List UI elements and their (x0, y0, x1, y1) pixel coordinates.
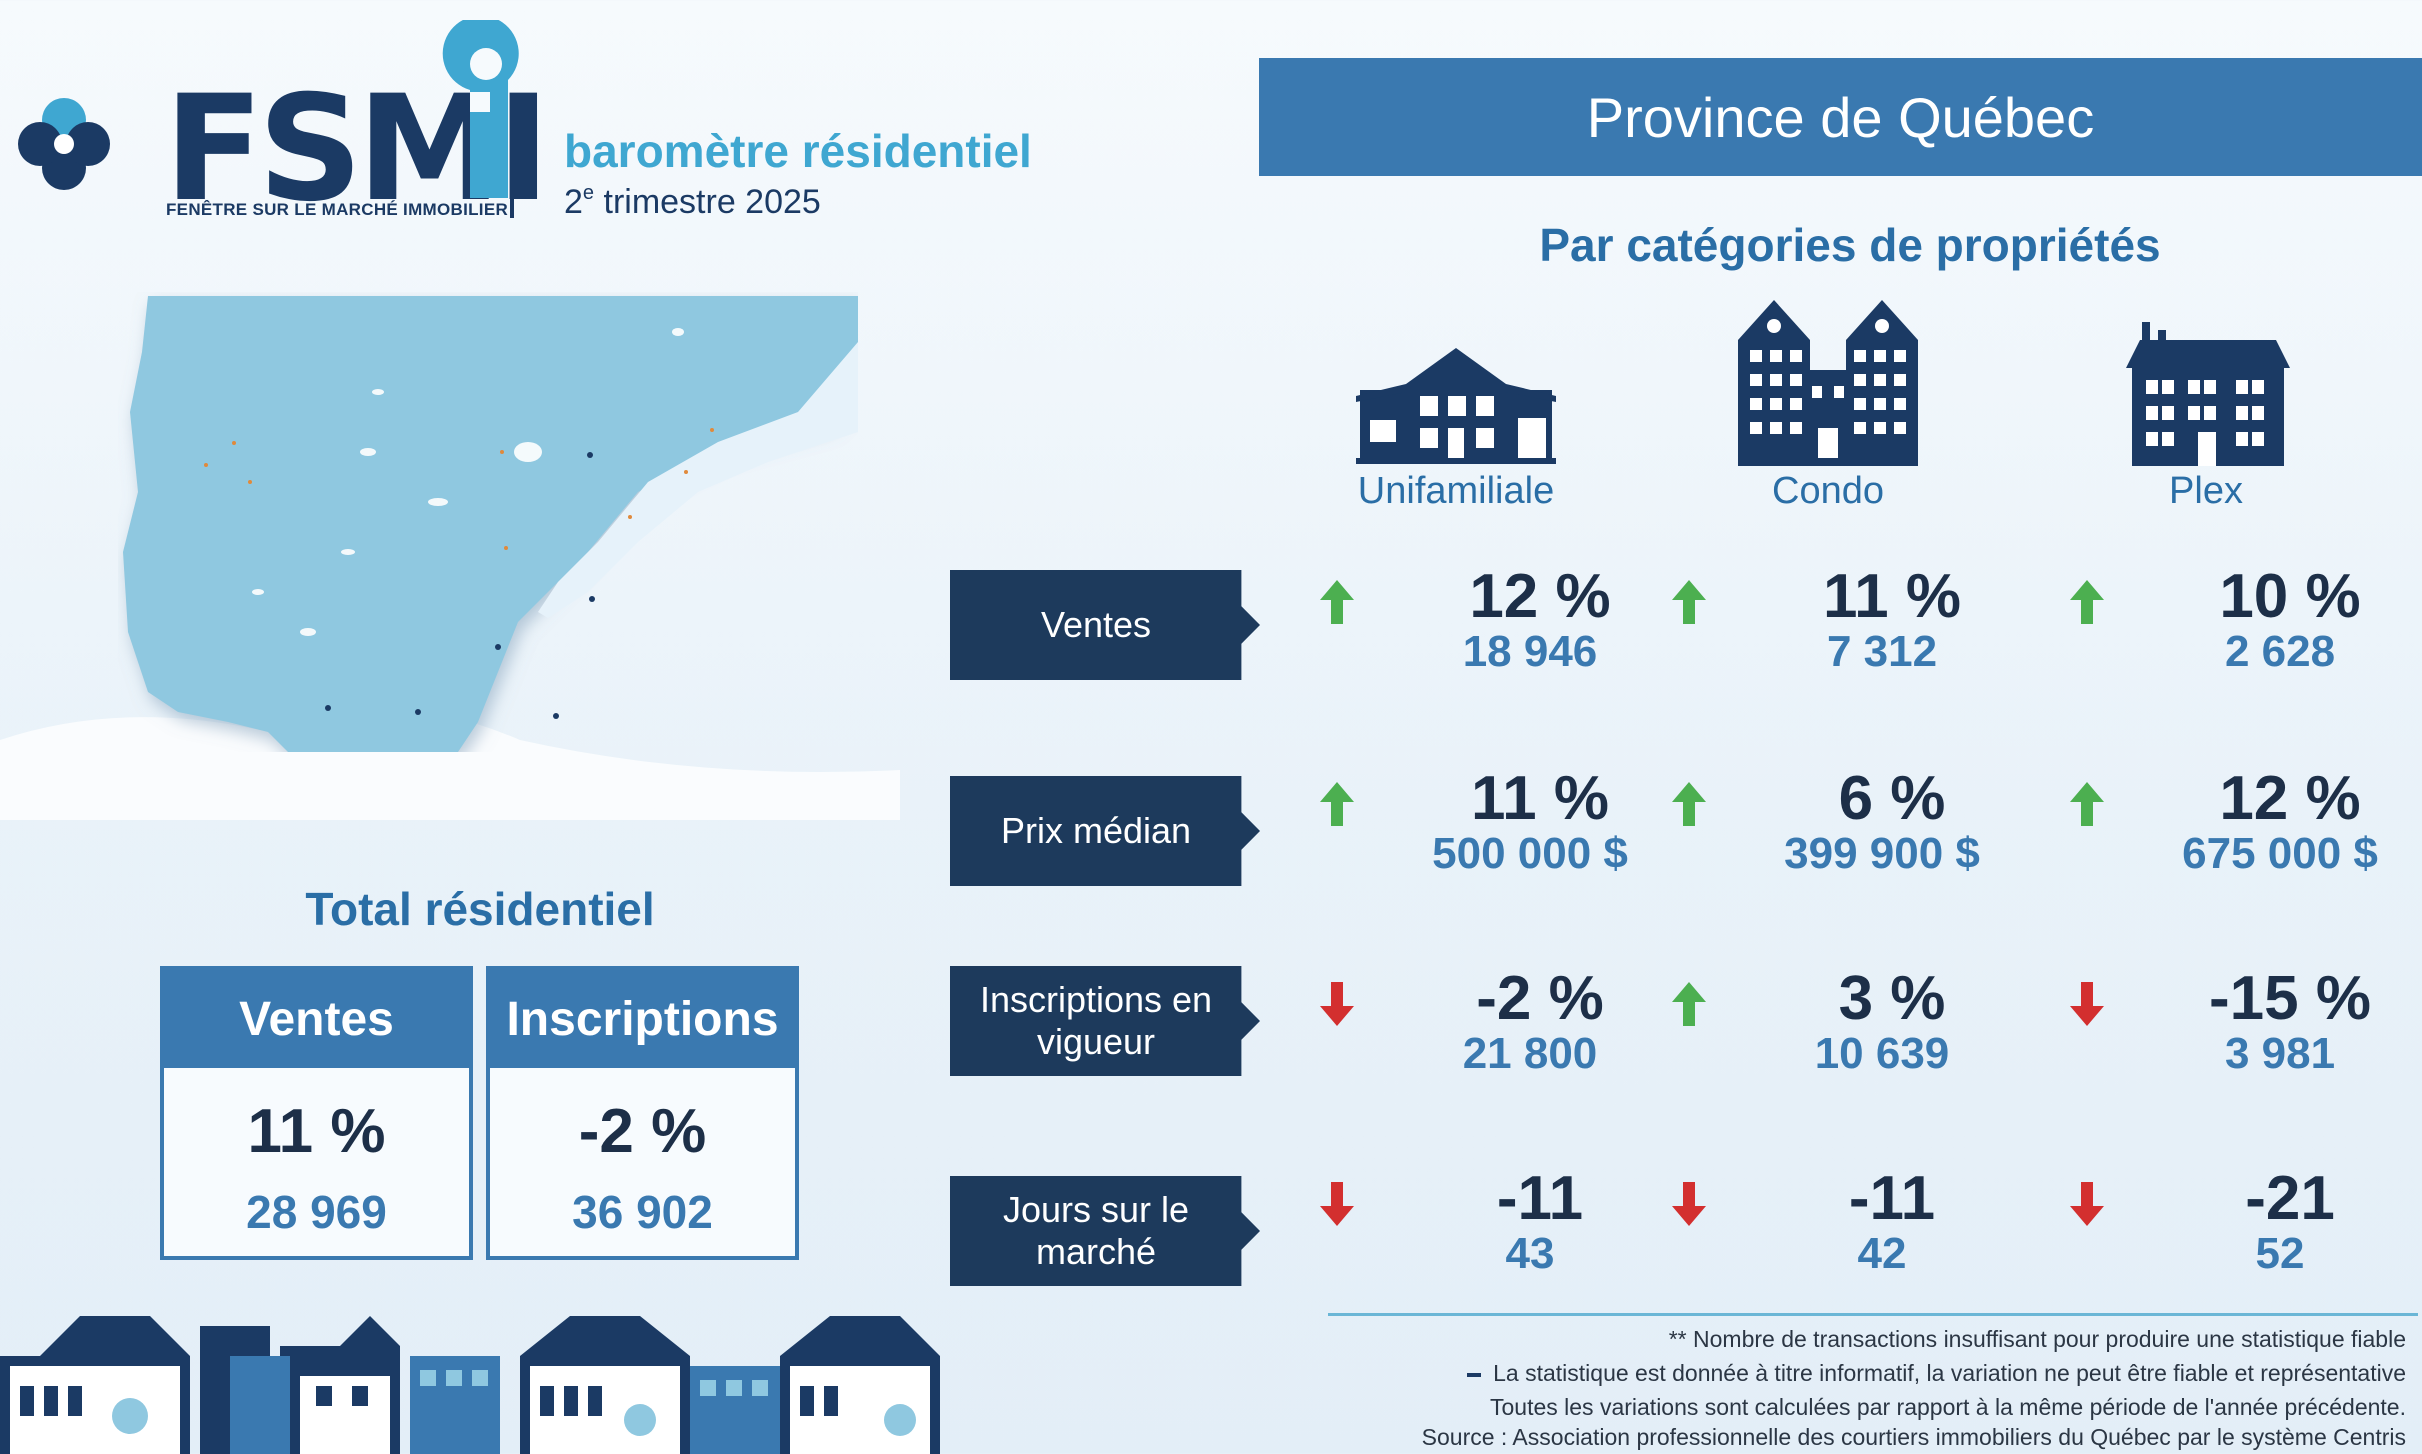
arrow-up-icon (1320, 580, 1354, 624)
fsmi-symbol-icon (18, 98, 110, 190)
category-label-plex: Plex (2169, 470, 2243, 512)
header-divider (510, 132, 514, 218)
metric-cell: 3 % 10 639 (1672, 968, 2052, 1088)
metric-value: 399 900 $ (1784, 829, 1980, 878)
arrow-down-icon (1672, 1182, 1706, 1226)
notes-divider (1328, 1313, 2418, 1316)
background-hill (0, 707, 900, 820)
arrow-up-icon (1672, 782, 1706, 826)
plex-building-icon (2126, 322, 2290, 466)
arrow-down-icon (1320, 1182, 1354, 1226)
total-sales-card: Ventes 11 % 28 969 (160, 966, 473, 1260)
metric-value: 21 800 (1462, 1029, 1598, 1078)
metric-value: 52 (2255, 1229, 2305, 1278)
quebec-map (123, 296, 858, 752)
metric-value: 7 312 (1826, 627, 1938, 676)
metric-change: -11 (1848, 1164, 1936, 1233)
total-sales-pct: 11 % (247, 1097, 386, 1166)
barometer-title: baromètre résidentiel (564, 125, 1032, 177)
metric-change: 6 % (1838, 764, 1946, 833)
row-label-jours: Jours sur le marché (950, 1176, 1260, 1286)
metric-change: 11 % (1471, 764, 1609, 833)
total-heading: Total résidentiel (305, 883, 655, 935)
metric-cell: 11 % 7 312 (1672, 566, 2052, 686)
metric-cell: -11 43 (1320, 1168, 1700, 1288)
metric-change: -11 (1496, 1164, 1584, 1233)
metric-change: -2 % (1476, 964, 1604, 1033)
location-pin-icon (442, 20, 519, 198)
note-insufficient: ** Nombre de transactions insuffisant po… (1668, 1326, 2406, 1352)
metric-change: 12 % (2219, 764, 2361, 833)
metric-cell: 12 % 18 946 (1320, 566, 1700, 686)
arrow-down-icon (2070, 982, 2104, 1026)
metric-change: -21 (2245, 1164, 2335, 1233)
metric-cell: -21 52 (2070, 1168, 2422, 1288)
arrow-up-icon (1672, 580, 1706, 624)
arrow-up-icon (2070, 782, 2104, 826)
quarter-label: 2e trimestre 2025 (564, 182, 821, 221)
metric-value: 10 639 (1814, 1029, 1950, 1078)
metric-value: 500 000 $ (1432, 829, 1628, 878)
total-sales-label: Ventes (164, 970, 469, 1068)
row-label-inscriptions: Inscriptions en vigueur (950, 966, 1260, 1076)
metric-cell: 12 % 675 000 $ (2070, 768, 2422, 888)
province-banner: Province de Québec (1259, 58, 2422, 176)
category-heading: Par catégories de propriétés (1539, 219, 2161, 271)
total-listings-value: 36 902 (572, 1186, 713, 1238)
note-source: Source : Association professionnelle des… (1421, 1424, 2406, 1450)
single-family-house-icon (1356, 348, 1556, 464)
metric-cell: 6 % 399 900 $ (1672, 768, 2052, 888)
arrow-down-icon (2070, 1182, 2104, 1226)
metric-cell: -2 % 21 800 (1320, 968, 1700, 1088)
metric-value: 43 (1505, 1229, 1555, 1278)
arrow-down-icon (1320, 982, 1354, 1026)
metric-value: 42 (1857, 1229, 1907, 1278)
logo-tagline: FENÊTRE SUR LE MARCHÉ IMMOBILIER (166, 200, 509, 219)
metric-change: -15 % (2209, 964, 2371, 1033)
metric-change: 10 % (2219, 562, 2361, 631)
metric-value: 3 981 (2224, 1029, 2336, 1078)
condo-building-icon (1738, 300, 1918, 466)
metric-value: 18 946 (1462, 627, 1598, 676)
metric-cell: 10 % 2 628 (2070, 566, 2422, 686)
row-label-ventes: Ventes (950, 570, 1260, 680)
category-label-condo: Condo (1772, 470, 1884, 512)
total-listings-card: Inscriptions -2 % 36 902 (486, 966, 799, 1260)
total-sales-value: 28 969 (246, 1186, 387, 1238)
arrow-up-icon (1672, 982, 1706, 1026)
metric-cell: -11 42 (1672, 1168, 2052, 1288)
row-label-prix-median: Prix médian (950, 776, 1260, 886)
note-variations: Toutes les variations sont calculées par… (1490, 1394, 2406, 1420)
total-listings-pct: -2 % (578, 1097, 707, 1166)
metric-cell: -15 % 3 981 (2070, 968, 2422, 1088)
metric-change: 11 % (1823, 562, 1961, 631)
total-listings-label: Inscriptions (490, 970, 795, 1068)
metric-value: 675 000 $ (2182, 829, 2378, 878)
note-informative: La statistique est donnée à titre inform… (1467, 1360, 2406, 1387)
metric-cell: 11 % 500 000 $ (1320, 768, 1700, 888)
houses-illustration (0, 1316, 940, 1454)
arrow-up-icon (2070, 580, 2104, 624)
metric-value: 2 628 (2224, 627, 2336, 676)
arrow-up-icon (1320, 782, 1354, 826)
metric-change: 3 % (1838, 964, 1946, 1033)
dash-marker-icon (1467, 1372, 1482, 1377)
category-label-unifamiliale: Unifamiliale (1357, 470, 1555, 512)
metric-change: 12 % (1469, 562, 1611, 631)
